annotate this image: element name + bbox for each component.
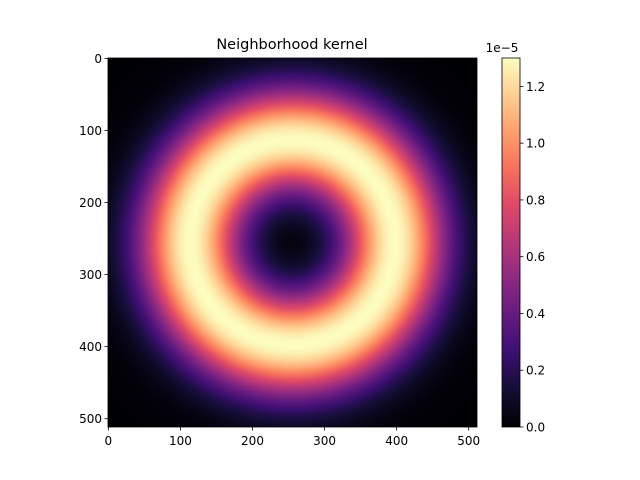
y-axis: 0 100 200 300 400 500 <box>79 52 108 426</box>
x-axis: 0 100 200 300 400 500 <box>105 427 480 448</box>
x-tick-label: 0 <box>105 434 113 448</box>
y-tick-label: 300 <box>79 268 102 282</box>
colorbar-tick-label: 1.0 <box>526 137 545 151</box>
plot-frame <box>107 57 478 428</box>
x-tick-label: 400 <box>385 434 408 448</box>
colorbar-tick-label: 0.8 <box>526 193 545 207</box>
colorbar-tick-label: 1.2 <box>526 80 545 94</box>
x-tick-label: 100 <box>169 434 192 448</box>
y-tick-label: 200 <box>79 196 102 210</box>
heatmap-image <box>108 58 477 427</box>
colorbar-tick-label: 0.0 <box>526 421 545 435</box>
colorbar-gradient <box>502 58 520 427</box>
x-tick-label: 500 <box>457 434 480 448</box>
y-tick-label: 100 <box>79 124 102 138</box>
heatmap-plot-area <box>107 57 478 428</box>
y-tick-label: 500 <box>79 412 102 426</box>
chart-title: Neighborhood kernel <box>216 37 367 53</box>
colorbar-tick-label: 0.6 <box>526 250 545 264</box>
colorbar: 0.0 0.2 0.4 0.6 0.8 1.0 1.2 1e−5 <box>486 41 545 435</box>
colorbar-tick-label: 0.4 <box>526 307 545 321</box>
colorbar-frame <box>501 57 521 428</box>
x-tick-label: 300 <box>313 434 336 448</box>
colorbar-axis: 0.0 0.2 0.4 0.6 0.8 1.0 1.2 <box>520 80 545 435</box>
y-tick-label: 0 <box>94 52 102 66</box>
colorbar-multiplier: 1e−5 <box>486 41 519 55</box>
x-tick-label: 200 <box>241 434 264 448</box>
y-tick-label: 400 <box>79 340 102 354</box>
colorbar-tick-label: 0.2 <box>526 364 545 378</box>
